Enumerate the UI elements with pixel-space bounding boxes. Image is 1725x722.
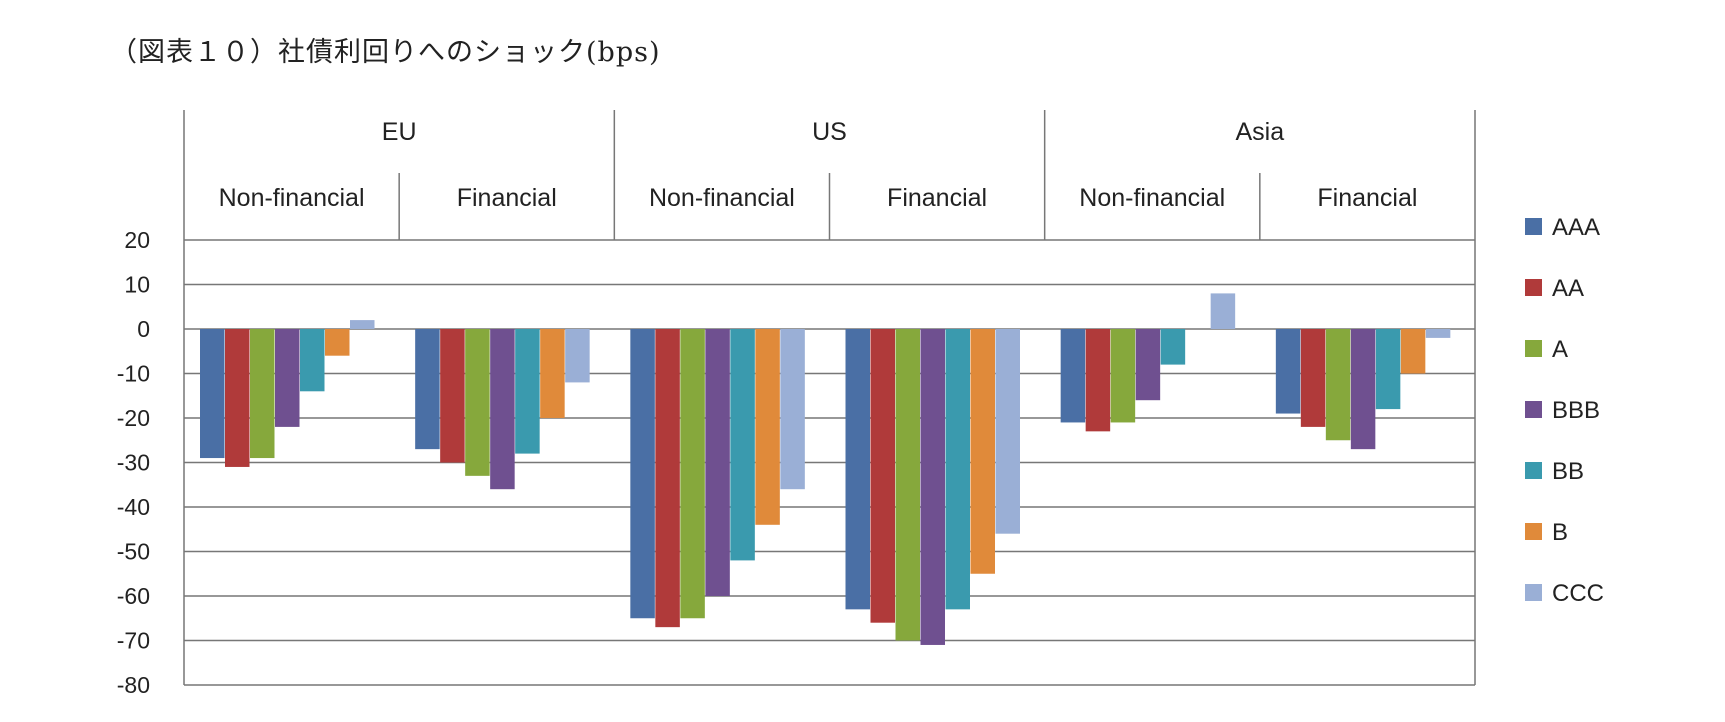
legend-label-aaa: AAA [1552,214,1600,241]
y-tick-label: -20 [117,405,150,431]
y-tick-label: -30 [117,450,150,476]
bar-bbb-5 [1350,329,1376,450]
region-label: Asia [1236,118,1285,146]
legend-label-aa: AA [1552,275,1584,302]
bar-aaa-2 [630,329,655,619]
bar-aa-4 [1085,329,1111,432]
y-tick-label: -60 [117,583,150,609]
category-label: Non-financial [1079,184,1225,212]
y-tick-label: -40 [117,494,150,520]
chart-title: （図表１０）社債利回りへのショック(bps) [110,37,661,68]
bar-ccc-2 [780,329,805,490]
bar-ccc-4 [1210,293,1236,329]
bar-bbb-3 [920,329,945,645]
category-label: Financial [1317,184,1417,212]
category-label: Non-financial [219,184,365,212]
bar-ccc-5 [1425,329,1451,338]
bar-bb-3 [945,329,970,610]
bar-ccc-3 [995,329,1020,534]
bar-bbb-4 [1135,329,1161,401]
bar-ccc-1 [565,329,590,383]
legend-label-bbb: BBB [1552,397,1600,424]
bar-aa-3 [870,329,895,623]
region-label: EU [382,118,417,146]
legend-swatch-aaa [1525,218,1542,235]
bar-aaa-3 [845,329,870,610]
bar-b-1 [540,329,565,418]
bar-aa-2 [655,329,680,628]
legend-label-ccc: CCC [1552,580,1604,607]
bar-bbb-1 [490,329,515,490]
bar-bbb-0 [275,329,300,427]
category-label: Non-financial [649,184,795,212]
bar-a-3 [895,329,920,641]
bar-a-5 [1325,329,1351,441]
axes: 20 10 0 -10 -20 -30 -40 -50 -60 -70 -80 EU US Asia Non… [117,110,1476,698]
bar-aaa-1 [415,329,440,450]
bar-b-2 [755,329,780,525]
bar-bb-2 [730,329,755,561]
bar-b-0 [325,329,350,356]
bar-aa-0 [225,329,250,467]
bar-aaa-0 [200,329,225,459]
bar-a-4 [1110,329,1136,423]
bar-bb-1 [515,329,540,454]
legend-swatch-a [1525,340,1542,357]
bar-aa-1 [440,329,465,463]
bar-aa-5 [1300,329,1326,427]
y-tick-label: 0 [137,316,150,342]
bar-b-3 [970,329,995,574]
bar-bb-5 [1375,329,1401,410]
bar-b-5 [1400,329,1426,374]
y-tick-label: -50 [117,539,150,565]
bar-bbb-2 [705,329,730,596]
y-tick-label: 10 [124,272,150,298]
legend-label-a: A [1552,336,1568,363]
legend-swatch-aa [1525,279,1542,296]
legend-swatch-bb [1525,462,1542,479]
y-tick-label: -10 [117,361,150,387]
bar-bb-0 [300,329,325,392]
bar-a-2 [680,329,705,619]
bar-aaa-5 [1275,329,1301,414]
bar-ccc-0 [350,320,375,329]
legend-swatch-bbb [1525,401,1542,418]
bars [200,293,1451,645]
y-tick-label: -70 [117,628,150,654]
bar-bb-4 [1160,329,1186,365]
legend-label-b: B [1552,519,1568,546]
bar-aaa-4 [1060,329,1086,423]
y-tick-label: -80 [117,672,150,698]
y-tick-label: 20 [124,227,150,253]
region-label: US [812,118,847,146]
category-label: Financial [457,184,557,212]
bar-a-1 [465,329,490,476]
legend-label-bb: BB [1552,458,1584,485]
legend-swatch-b [1525,523,1542,540]
category-label: Financial [887,184,987,212]
bar-a-0 [250,329,275,459]
legend-swatch-ccc [1525,584,1542,601]
gridlines [184,239,1475,686]
